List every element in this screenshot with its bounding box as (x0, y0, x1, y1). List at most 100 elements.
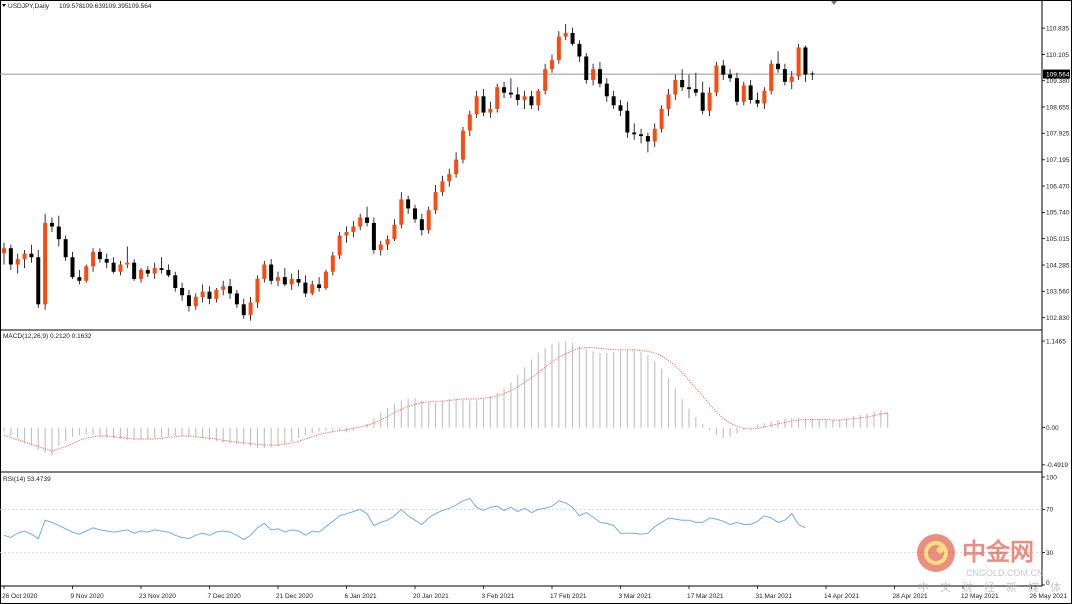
time-tick-label: 21 Dec 2020 (276, 593, 313, 600)
candle-body (741, 85, 746, 102)
candle-body (207, 291, 212, 299)
candle-body (323, 271, 328, 289)
rsi-y-axis: 100 70 30 0 (1042, 474, 1057, 587)
candle-body (440, 181, 445, 193)
price-tick-label: 105.015 (1046, 236, 1070, 243)
candle-body (748, 85, 753, 100)
candle-body (22, 253, 27, 260)
candle-body (584, 56, 589, 81)
candle-body (214, 289, 219, 299)
candle-body (56, 226, 61, 240)
candle-body (15, 259, 20, 265)
candle-body (70, 257, 75, 278)
candle-body (666, 94, 671, 109)
candle-body (536, 90, 541, 106)
time-tick-label: 17 Feb 2021 (550, 593, 587, 600)
candle-body (782, 69, 787, 82)
price-tick-label: 107.195 (1046, 157, 1070, 164)
candle-body (762, 90, 767, 104)
watermark-slogan-char: 新 (1006, 580, 1017, 594)
ohlc-high: 109.639 (82, 3, 106, 10)
time-tick-label: 26 May 2021 (1030, 593, 1068, 600)
candle-body (248, 302, 253, 316)
price-tick-label: 108.655 (1046, 104, 1070, 111)
macd-y-axis: 1.1465 0.00 -0.4919 (1042, 338, 1068, 469)
candle-body (680, 80, 685, 88)
price-tick-label: 103.560 (1046, 289, 1070, 296)
candle-body (447, 174, 452, 182)
candle-body (604, 83, 609, 97)
candle-body (289, 278, 294, 285)
candle-body (132, 262, 137, 279)
candle-body (303, 282, 308, 294)
candle-body (769, 63, 774, 91)
current-price-label: 109.564 (1046, 71, 1070, 78)
candle-body (63, 239, 68, 258)
watermark-domain: CNGOLD.COM.CN (966, 568, 1044, 578)
candle-body (700, 92, 705, 111)
candle-body (556, 36, 561, 61)
candle-body (481, 96, 486, 113)
candle-body (570, 32, 575, 44)
cngold-watermark: 中金网 CNGOLD.COM.CN 中文财经新媒体 (917, 534, 1061, 594)
watermark-slogan-char: 中 (918, 581, 929, 594)
macd-signal-line (3, 347, 888, 452)
watermark-slogan-char: 体 (1050, 580, 1061, 594)
price-y-axis: 110.835 110.105 109.380 108.655 107.925 107.1… (1042, 25, 1070, 322)
price-tick-label: 102.830 (1046, 315, 1070, 322)
candle-body (358, 217, 363, 227)
candle-body (639, 134, 644, 137)
cngold-logo-dot-icon (936, 546, 944, 554)
time-tick-label: 3 Feb 2021 (482, 593, 515, 600)
symbol-name: USDJPY,Daily (8, 3, 50, 10)
candle-body (166, 269, 171, 276)
price-tick-label: 110.105 (1046, 52, 1069, 59)
chart-shift-marker-icon[interactable] (831, 1, 837, 5)
price-tick-label: 107.925 (1046, 131, 1070, 138)
candle-body (221, 286, 226, 290)
candle-body (687, 87, 691, 90)
watermark-brand: 中金网 (962, 538, 1034, 566)
candle-body (399, 199, 404, 225)
rsi-tick-label: 0 (1046, 580, 1050, 587)
candle-body (97, 251, 102, 260)
candle-body (577, 43, 582, 57)
price-tick-label: 104.285 (1046, 262, 1070, 269)
candle-body (118, 264, 123, 272)
candle-body (714, 65, 719, 93)
cngold-logo-inner-icon (924, 541, 948, 565)
candle-body (159, 268, 164, 270)
candle-body (659, 108, 664, 129)
candle-body (803, 47, 808, 75)
candle-body (673, 80, 678, 95)
candle-body (269, 264, 274, 281)
time-tick-label: 20 Jan 2021 (413, 593, 449, 600)
candle-body (474, 96, 479, 115)
candle-body (282, 277, 287, 285)
time-tick-label: 9 Nov 2020 (71, 593, 105, 600)
time-tick-label: 14 Apr 2021 (824, 593, 859, 600)
watermark-slogan-char: 财 (962, 580, 973, 594)
time-tick-label: 26 Oct 2020 (2, 593, 38, 600)
watermark-slogan-char: 经 (984, 581, 995, 594)
candle-body (550, 60, 554, 70)
candle-body (563, 32, 568, 37)
time-tick-label: 31 Mar 2021 (756, 593, 793, 600)
price-tick-label: 110.835 (1046, 25, 1069, 32)
candle-body (139, 269, 143, 279)
time-tick-label: 23 Nov 2020 (139, 593, 176, 600)
candle-body (234, 293, 239, 305)
symbol-dropdown-icon[interactable] (2, 4, 6, 7)
time-tick-label: 6 Jan 2021 (345, 593, 378, 600)
candle-body (632, 132, 637, 135)
candle-body (413, 208, 417, 220)
price-tick-label: 109.380 (1046, 78, 1070, 85)
time-tick-label: 7 Dec 2020 (208, 593, 242, 600)
rsi-tick-label: 100 (1046, 474, 1057, 481)
candle-body (529, 96, 534, 106)
candle-body (734, 78, 739, 102)
candle-body (611, 96, 616, 106)
macd-tick-label: 1.1465 (1046, 338, 1066, 345)
candle-body (317, 284, 322, 289)
candle-body (145, 269, 150, 274)
